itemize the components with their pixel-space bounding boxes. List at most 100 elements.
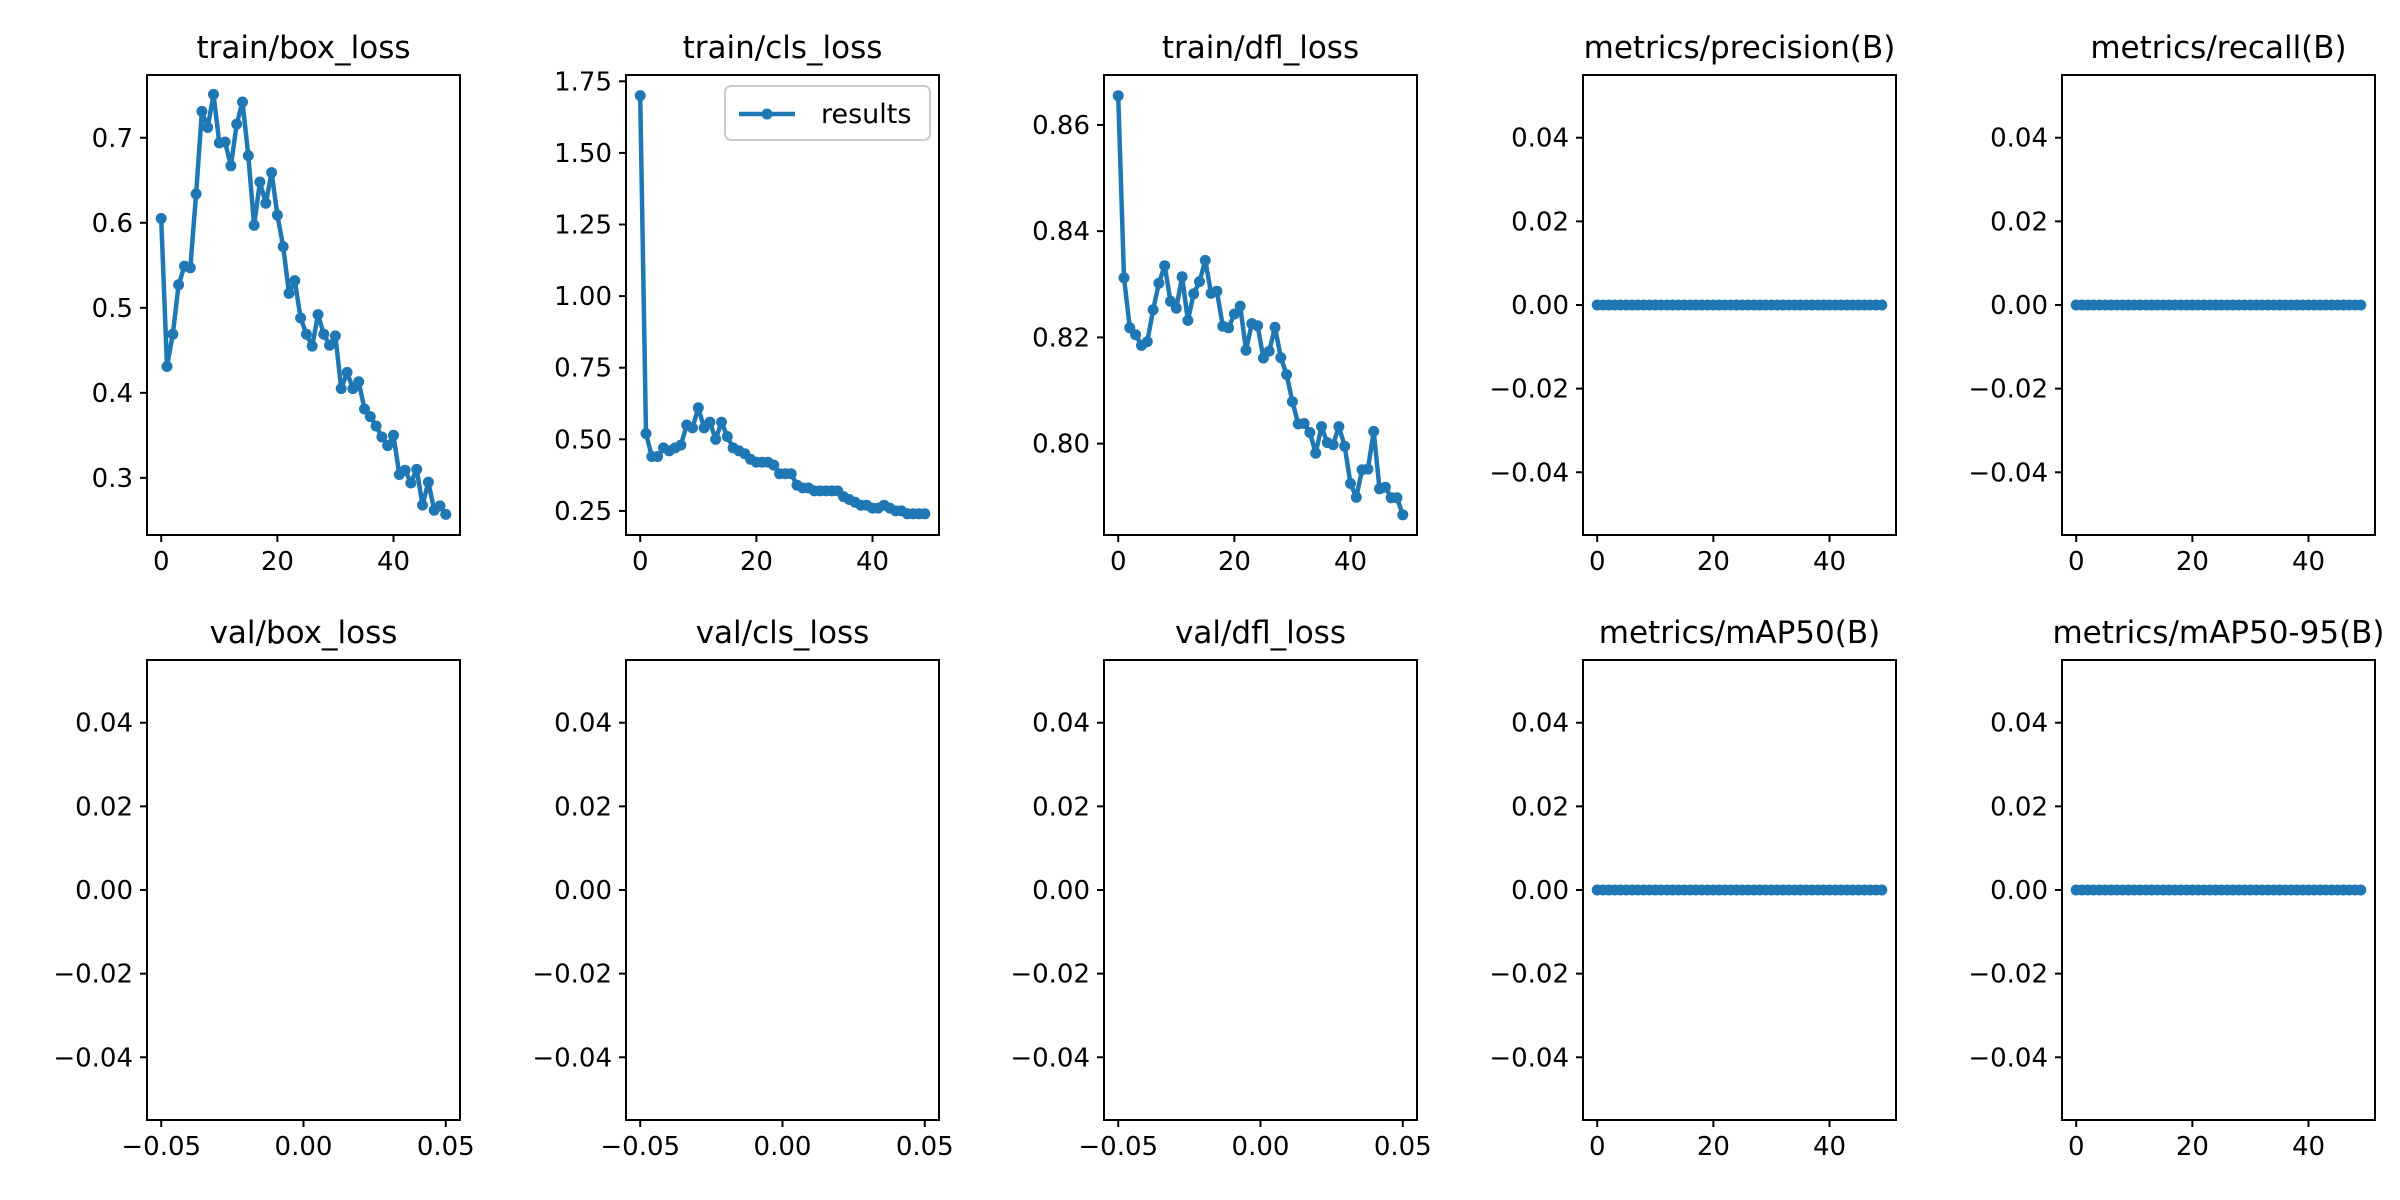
data-point — [1194, 276, 1205, 288]
data-point — [225, 160, 237, 172]
y-tick-label: 0.82 — [1032, 323, 1090, 353]
x-tick-label: 0 — [1589, 547, 1606, 577]
x-tick-label: 20 — [2176, 1132, 2209, 1162]
x-tick-label: 20 — [1218, 547, 1251, 577]
data-point — [919, 508, 931, 520]
y-tick-label: 0.3 — [92, 464, 133, 494]
data-point — [242, 150, 254, 162]
x-tick-label: −0.05 — [1078, 1132, 1158, 1162]
legend-label: results — [821, 99, 911, 130]
data-point — [417, 499, 428, 511]
data-point — [1263, 345, 1275, 357]
data-point — [295, 312, 307, 324]
data-point — [785, 468, 797, 480]
data-point — [1345, 478, 1356, 489]
x-tick-label: 0.05 — [1374, 1132, 1432, 1162]
y-tick-label: −0.02 — [532, 960, 612, 990]
subplot-train-dfl-loss: train/dfl_loss 0 20 40 0.80 0.82 0.84 0.86 — [1032, 30, 1418, 577]
data-point — [1188, 288, 1200, 300]
data-point — [1170, 302, 1182, 314]
data-point — [237, 96, 248, 108]
subplot-title: metrics/recall(B) — [2090, 30, 2346, 66]
y-tick-label: 0.04 — [1511, 709, 1569, 739]
x-tick-label: −0.05 — [600, 1132, 680, 1162]
data-point — [721, 431, 733, 442]
data-point — [155, 213, 167, 224]
data-point — [434, 500, 446, 512]
subplot-title: val/cls_loss — [696, 615, 870, 651]
y-tick-label: 0.86 — [1032, 111, 1090, 141]
data-point — [254, 176, 266, 188]
x-tick-label: 0.00 — [1232, 1132, 1290, 1162]
data-point — [634, 90, 646, 102]
data-point — [271, 209, 283, 221]
data-point — [1199, 254, 1211, 266]
data-point — [161, 361, 173, 372]
y-tick-label: 0.04 — [1990, 124, 2048, 154]
data-point — [1298, 418, 1310, 429]
data-point — [173, 279, 185, 291]
data-point — [411, 463, 423, 475]
data-point — [277, 241, 289, 253]
series-line — [1115, 95, 1405, 516]
y-tick-label: −0.02 — [53, 960, 133, 990]
y-tick-label: 0.00 — [1511, 291, 1569, 321]
data-point — [1304, 427, 1316, 438]
data-point — [306, 340, 318, 352]
y-tick-label: 0.00 — [75, 876, 133, 906]
subplot-title: train/cls_loss — [683, 30, 883, 66]
data-point — [1176, 271, 1188, 283]
y-tick-label: −0.02 — [1968, 960, 2048, 990]
y-tick-label: 0.00 — [554, 876, 612, 906]
data-point — [167, 328, 179, 340]
data-point — [335, 383, 347, 395]
subplot-metrics-map50-b: metrics/mAP50(B) 0 20 40 −0.04 −0.02 0.00 0.02 0… — [1489, 615, 1897, 1162]
subplot-val-box-loss: val/box_loss −0.05 0.00 0.05 −0.04 −0.02 0.00 0… — [53, 615, 474, 1162]
data-point — [675, 439, 687, 451]
data-point — [318, 328, 330, 340]
series-line — [637, 95, 925, 517]
data-point — [219, 136, 231, 148]
data-point — [1876, 299, 1888, 311]
data-point — [422, 476, 434, 488]
data-point — [1397, 509, 1409, 521]
data-point — [1281, 369, 1293, 381]
legend: results — [724, 85, 931, 141]
x-tick-label: 20 — [261, 547, 294, 577]
data-point — [1228, 308, 1240, 320]
data-point — [768, 459, 780, 471]
x-tick-label: 40 — [1334, 547, 1367, 577]
y-tick-label: 0.00 — [1032, 876, 1090, 906]
data-point — [364, 411, 376, 423]
data-point — [1240, 344, 1252, 356]
subplot-title: train/dfl_loss — [1162, 30, 1359, 66]
x-tick-label: 20 — [1697, 547, 1730, 577]
data-point — [1316, 421, 1327, 433]
x-tick-label: −0.05 — [121, 1132, 201, 1162]
data-point — [1130, 329, 1142, 341]
data-point — [716, 416, 727, 428]
y-tick-label: 0.84 — [1032, 217, 1090, 247]
data-point — [399, 464, 411, 476]
data-point — [388, 429, 399, 441]
data-point — [1211, 285, 1223, 297]
data-point — [1159, 260, 1171, 272]
data-point — [370, 420, 382, 432]
x-tick-label: 0 — [153, 547, 170, 577]
data-point — [312, 309, 324, 321]
y-tick-label: 0.02 — [554, 792, 612, 822]
y-tick-label: 0.00 — [1511, 876, 1569, 906]
subplot-metrics-map50-95-b: metrics/mAP50-95(B) 0 20 40 −0.04 −0.02 0.00 0.… — [1968, 615, 2384, 1162]
data-point — [1182, 314, 1194, 326]
y-tick-label: −0.04 — [1489, 1043, 1569, 1073]
data-point — [640, 428, 652, 440]
data-point — [1147, 304, 1159, 316]
x-tick-label: 40 — [2292, 1132, 2325, 1162]
y-tick-label: 0.02 — [1511, 792, 1569, 822]
y-tick-label: 1.50 — [554, 139, 612, 169]
data-point — [1333, 421, 1345, 433]
data-point — [1153, 277, 1165, 289]
subplot-metrics-precision-b: metrics/precision(B) 0 20 40 −0.04 −0.02 0.00 0… — [1489, 30, 1897, 577]
data-point — [266, 167, 278, 179]
